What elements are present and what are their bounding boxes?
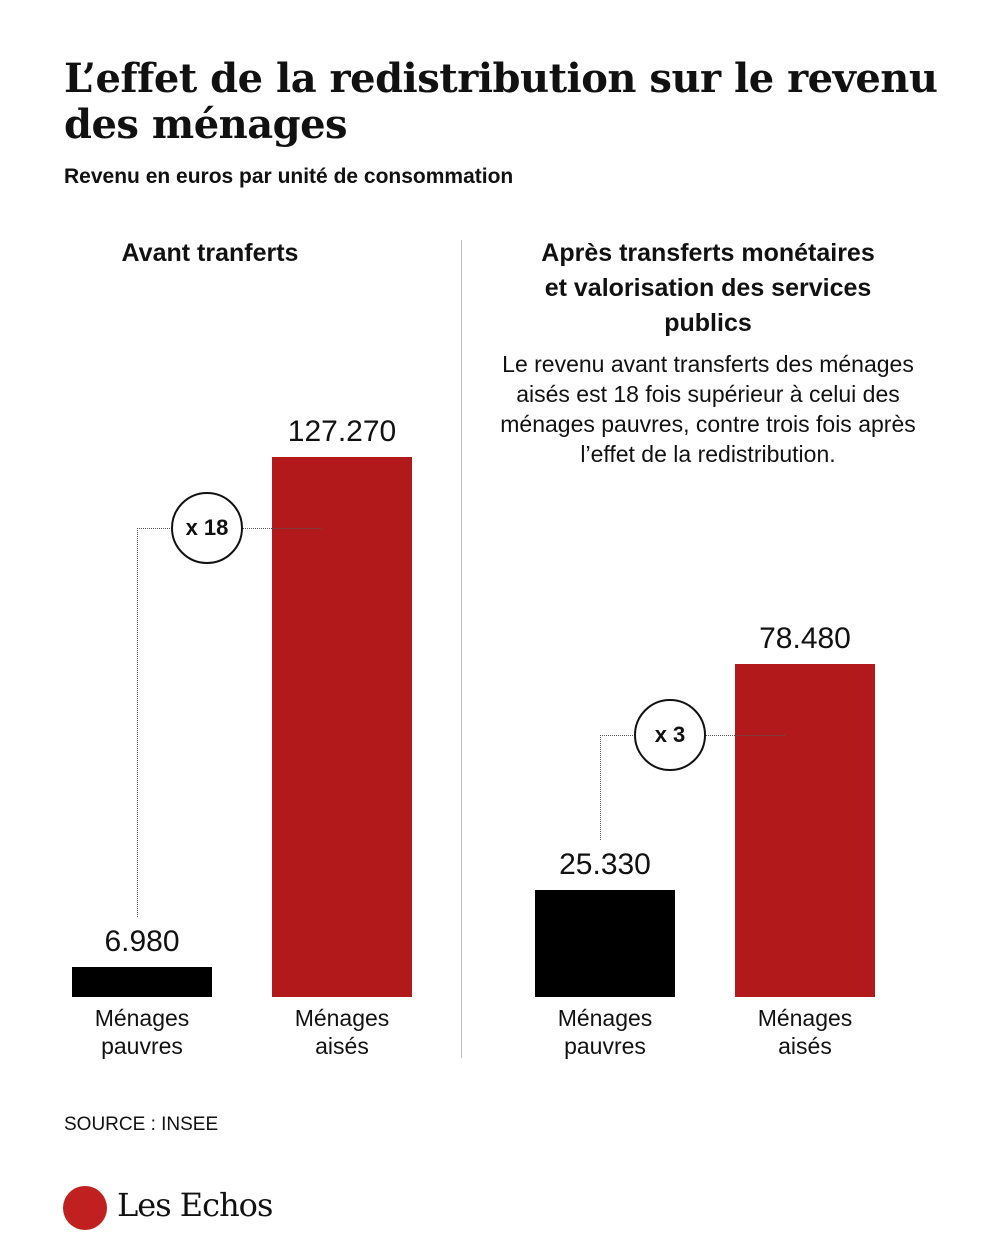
- separator: [461, 240, 462, 1058]
- category-label: Ménages aisés: [294, 1005, 390, 1059]
- ratio-badge: x 3: [634, 699, 706, 771]
- panel-title: Après transferts monétaires et valorisat…: [541, 239, 875, 337]
- source: SOURCE : INSEE: [64, 1114, 219, 1135]
- category-label: Ménages pauvres: [94, 1005, 190, 1059]
- bar: [272, 457, 412, 997]
- bar: [72, 967, 212, 997]
- connector: [137, 528, 138, 918]
- bar: [735, 664, 875, 997]
- subtitle: Revenu en euros par unité de consommatio…: [64, 165, 514, 188]
- panel-title: Avant tranferts: [121, 239, 299, 267]
- title: L’effet de la redistribution sur le reve…: [64, 55, 938, 148]
- value-label: 6.980: [104, 925, 180, 959]
- note: Le revenu avant transferts des ménages a…: [500, 351, 916, 467]
- bar: [535, 889, 675, 997]
- category-label: Ménages aisés: [757, 1005, 853, 1059]
- value-label: 127.270: [287, 415, 397, 448]
- value-label: 78.480: [759, 622, 851, 655]
- category-label: Ménages pauvres: [557, 1005, 653, 1059]
- logo-mark: [63, 1186, 107, 1230]
- ratio-badge: x 18: [171, 492, 243, 564]
- connector: [600, 735, 601, 840]
- value-label: 25.330: [559, 847, 651, 881]
- logo: Les Echos: [117, 1186, 273, 1224]
